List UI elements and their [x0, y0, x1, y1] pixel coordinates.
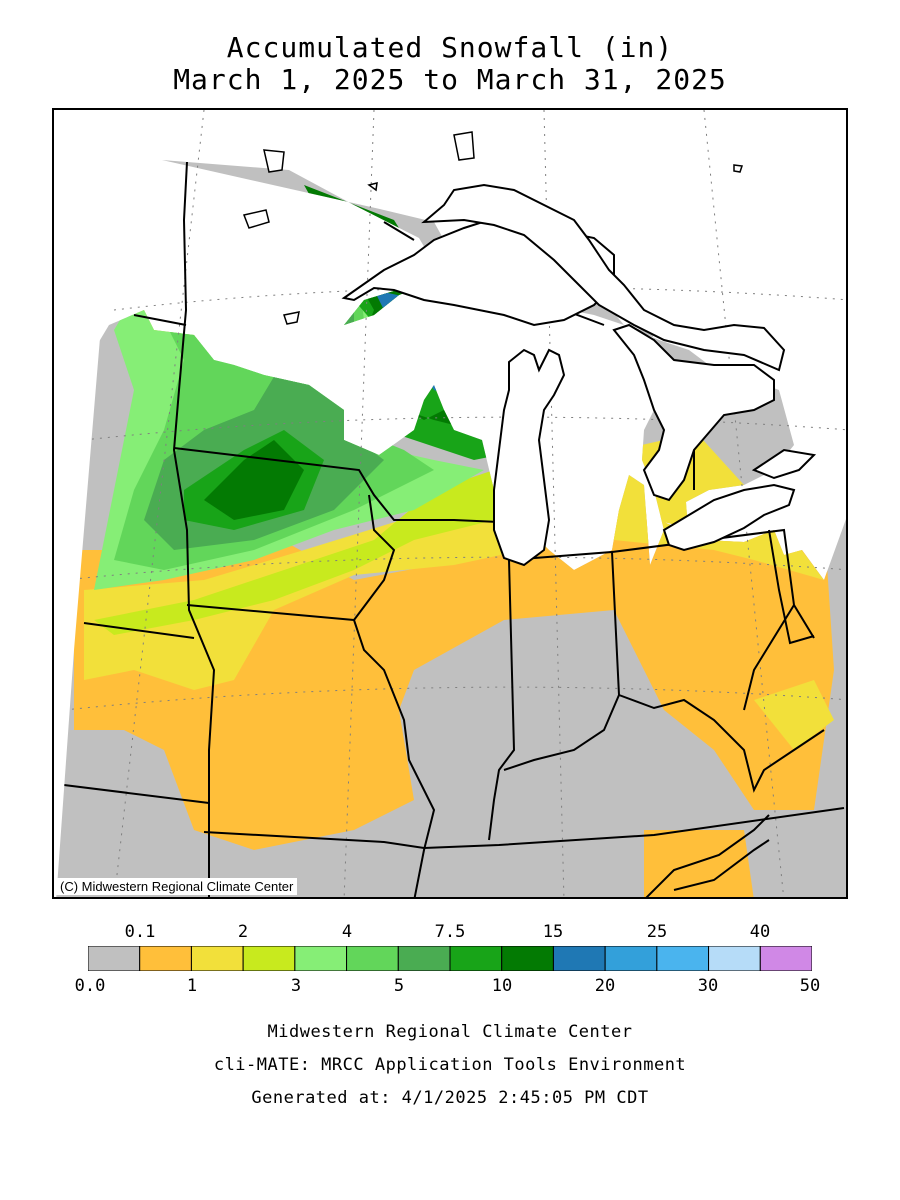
footer-org: Midwestern Regional Climate Center — [267, 1022, 633, 1042]
legend-label-bottom: 1 — [186, 976, 198, 996]
legend-swatch — [346, 946, 399, 971]
legend-label-bottom: 50 — [799, 976, 821, 996]
canada-land — [421, 183, 786, 372]
legend-label-top: 40 — [749, 922, 771, 942]
map-date-range: March 1, 2025 to March 31, 2025 — [173, 63, 727, 96]
lake-ontario — [751, 448, 817, 480]
legend-label-bottom: 30 — [697, 976, 719, 996]
legend-label-bottom: 10 — [491, 976, 513, 996]
legend-swatch — [397, 946, 451, 971]
legend-label-top: 2 — [237, 922, 249, 942]
legend-label-bottom: 0.0 — [74, 976, 106, 996]
lake-erie — [662, 483, 796, 552]
legend-swatch — [449, 946, 503, 971]
map-canvas — [54, 110, 846, 897]
legend-label-top: 15 — [542, 922, 564, 942]
legend-swatch — [501, 946, 554, 971]
map-credit: (C) Midwestern Regional Climate Center — [56, 878, 298, 895]
legend-label-top: 4 — [341, 922, 353, 942]
map-title: Accumulated Snowfall (in) — [226, 31, 674, 64]
lake-michigan — [493, 348, 566, 567]
legend-swatch — [656, 946, 710, 971]
footer-generated: Generated at: 4/1/2025 2:45:05 PM CDT — [251, 1088, 649, 1108]
legend-label-top: 25 — [646, 922, 668, 942]
legend-label-bottom: 3 — [290, 976, 302, 996]
great-lakes — [341, 183, 817, 567]
legend-swatch — [88, 946, 141, 971]
legend-swatch — [708, 946, 761, 971]
legend-label-top: 0.1 — [124, 922, 156, 942]
legend-swatch — [759, 946, 812, 971]
legend-swatch — [552, 946, 606, 971]
projection-mask — [54, 110, 164, 897]
legend-swatch — [242, 946, 296, 971]
legend-swatch — [190, 946, 244, 971]
legend-swatch — [139, 946, 192, 971]
legend-label-top: 7.5 — [434, 922, 466, 942]
snowfall-map — [52, 108, 848, 899]
legend-label-bottom: 20 — [594, 976, 616, 996]
legend-bar — [88, 946, 812, 971]
lake-islands — [242, 131, 744, 325]
legend-label-bottom: 5 — [393, 976, 405, 996]
legend-swatch — [294, 946, 348, 971]
color-legend — [88, 946, 812, 971]
lake-huron — [612, 323, 775, 502]
legend-swatch — [604, 946, 658, 971]
footer-tool: cli-MATE: MRCC Application Tools Environ… — [213, 1055, 687, 1075]
